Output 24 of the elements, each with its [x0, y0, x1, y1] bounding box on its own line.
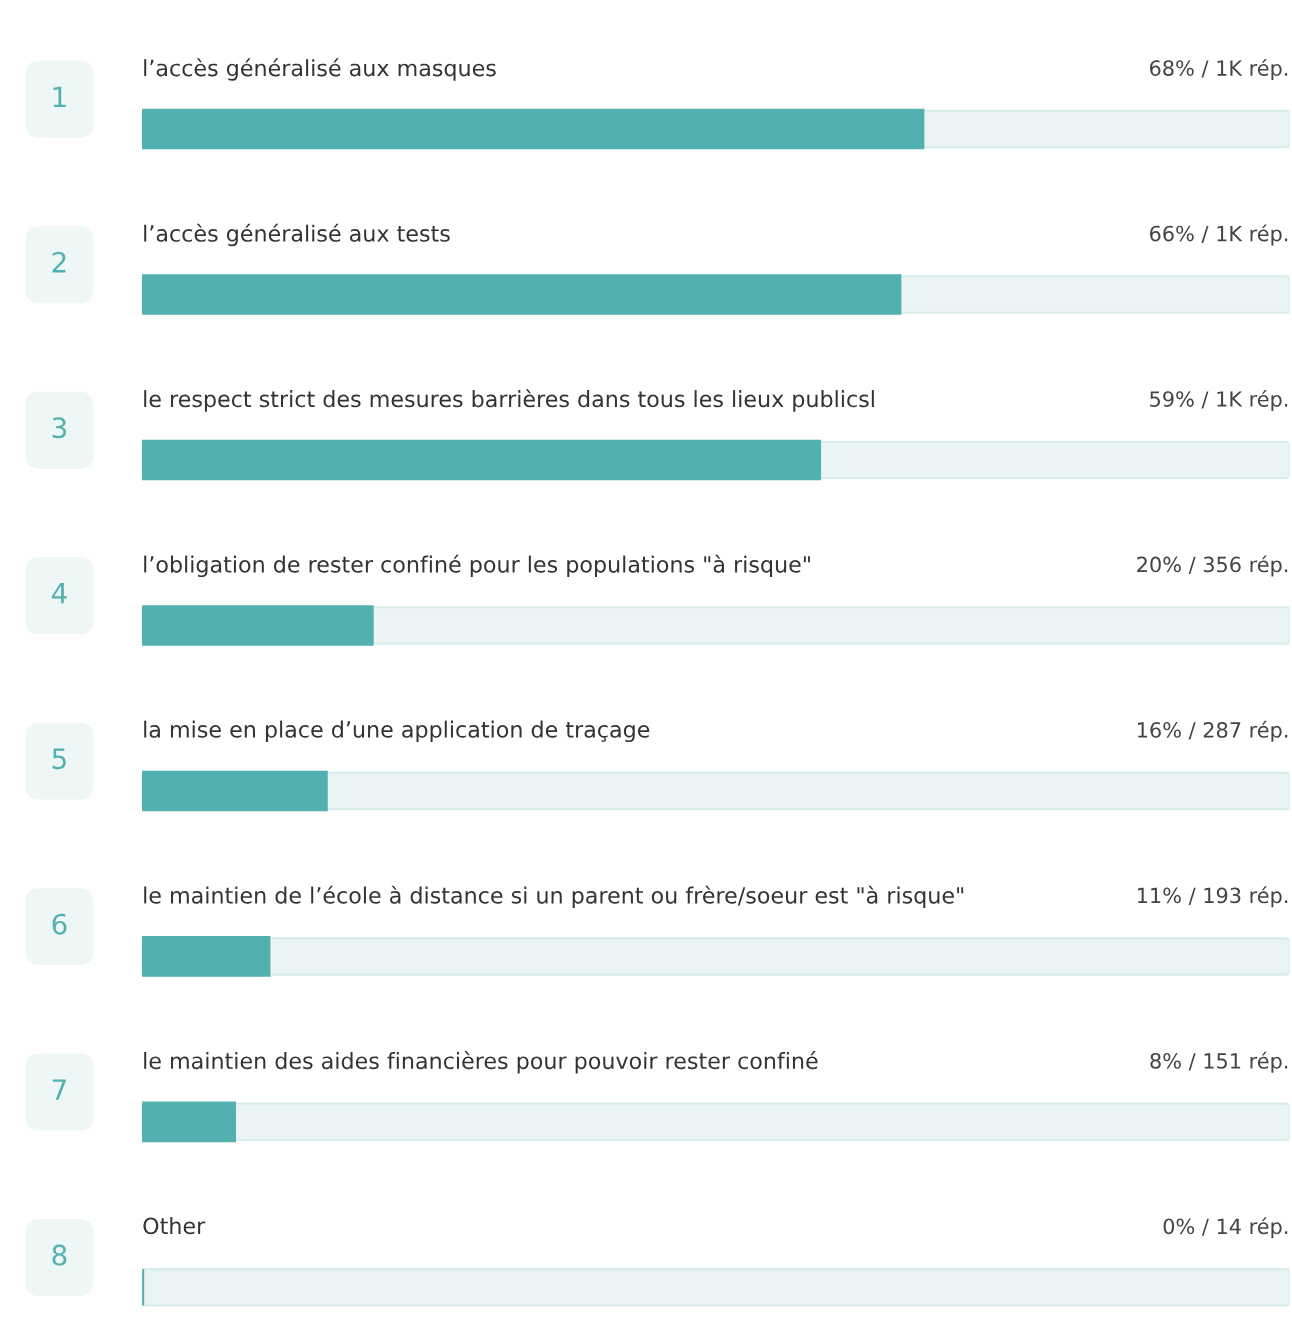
data-label: 16% / 287 rép.: [1137, 720, 1288, 742]
y-tick-label: l’accès généralisé aux tests: [144, 223, 450, 247]
data-label: 0% / 14 rép.: [1163, 1217, 1288, 1239]
text: 2: [52, 251, 66, 273]
text: 4: [51, 583, 67, 604]
data-label: 20% / 356 rép.: [1137, 555, 1288, 577]
text: 8: [52, 1244, 67, 1266]
y-tick-label: l’accès généralisé aux masques: [144, 58, 496, 81]
text: 6: [52, 913, 67, 935]
text: 1: [53, 86, 66, 107]
data-label: 11% / 193 rép.: [1137, 886, 1288, 908]
y-tick-label: le maintien des aides financières pour pouvoir rester confiné: [144, 1051, 818, 1074]
y-tick-label: Other: [143, 1217, 206, 1235]
data-label: 66% / 1K rép.: [1150, 224, 1288, 246]
text: 5: [52, 748, 66, 770]
y-tick-label: l’obligation de rester confiné pour les populations "à risque": [144, 554, 810, 578]
data-label: 59% / 1K rép.: [1150, 389, 1288, 411]
text: 3: [52, 417, 67, 439]
data-label: 8% / 151 rép.: [1150, 1051, 1288, 1073]
y-tick-label: le respect strict des mesures barrières dans tous les lieux publicsl: [144, 389, 874, 412]
text: 7: [52, 1079, 66, 1100]
y-tick-label: la mise en place d’une application de traçage: [144, 720, 650, 743]
data-label: 68% / 1K rép.: [1150, 59, 1288, 80]
y-tick-label: le maintien de l’école à distance si un parent ou frère/soeur est "à risque": [144, 885, 964, 909]
